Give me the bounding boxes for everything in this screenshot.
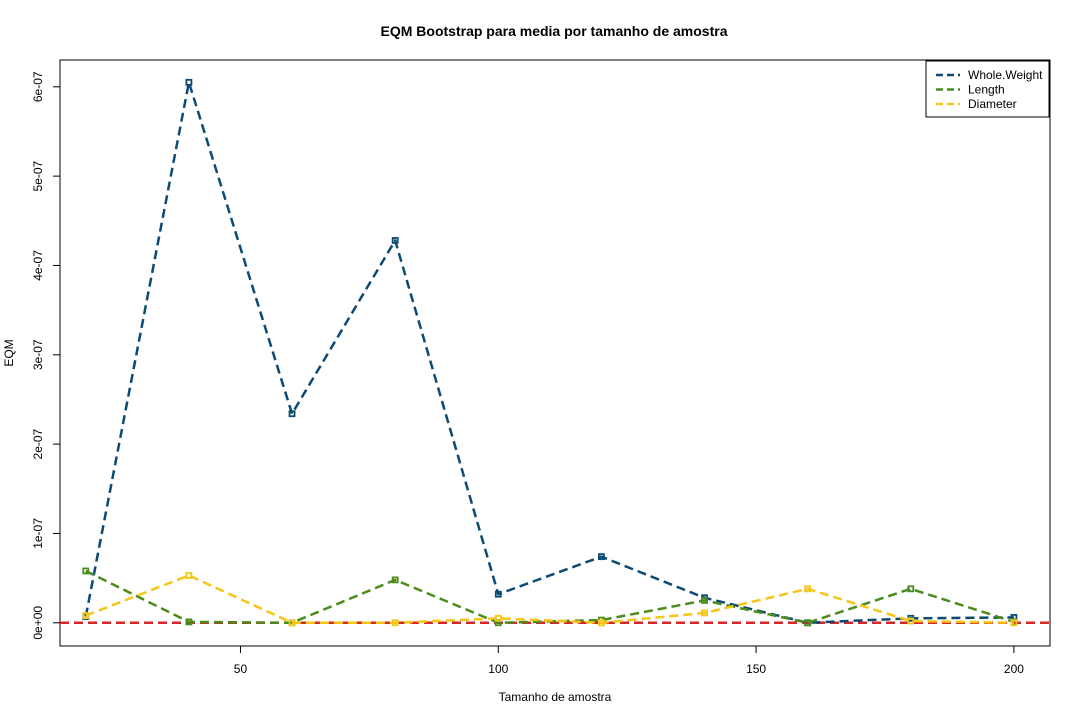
data-point — [804, 585, 812, 593]
y-axis-label: EQM — [2, 339, 16, 366]
legend-label: Diameter — [968, 97, 1017, 111]
series-length — [82, 567, 1018, 627]
data-point — [701, 609, 708, 617]
legend-item: Whole.Weight — [936, 68, 1043, 82]
series-layer — [82, 78, 1018, 627]
y-tick-label: 0e+00 — [31, 606, 45, 640]
data-point — [494, 590, 502, 598]
series-diameter — [82, 572, 1018, 627]
legend-label: Whole.Weight — [968, 68, 1043, 82]
legend-item: Diameter — [936, 97, 1017, 111]
x-tick-label: 200 — [1004, 662, 1024, 676]
data-point — [288, 619, 296, 627]
data-point — [1010, 619, 1018, 627]
data-point — [185, 572, 193, 579]
series-whole-weight — [82, 78, 1018, 627]
y-tick-label: 4e-07 — [31, 250, 45, 281]
plot-frame — [59, 59, 1051, 647]
y-tick-label: 6e-07 — [31, 71, 45, 102]
y-tick-label: 1e-07 — [31, 518, 45, 549]
data-point — [185, 78, 193, 86]
x-axis-label: Tamanho de amostra — [499, 690, 612, 704]
y-axis: 0e+00 1e-07 2e-07 3e-07 4e-07 5e-07 6e-07 — [31, 71, 60, 640]
x-tick-label: 150 — [746, 662, 766, 676]
data-point — [907, 617, 915, 625]
data-point — [494, 614, 502, 622]
data-point — [391, 619, 399, 627]
x-axis: 50 100 150 200 — [234, 646, 1024, 676]
data-point — [391, 237, 399, 244]
data-point — [598, 619, 605, 627]
data-point — [907, 585, 915, 593]
series-line — [85, 569, 1015, 625]
y-tick-label: 3e-07 — [31, 339, 45, 370]
legend-item: Length — [936, 83, 1005, 97]
series-line — [84, 81, 1014, 625]
data-point — [82, 567, 90, 575]
data-point — [82, 612, 90, 620]
chart-title: EQM Bootstrap para media por tamanho de … — [381, 23, 728, 39]
y-tick-label: 2e-07 — [31, 428, 45, 459]
data-point — [598, 553, 605, 561]
legend-label: Length — [968, 83, 1005, 97]
data-point — [185, 618, 193, 626]
data-point — [804, 619, 812, 627]
x-tick-label: 50 — [234, 662, 248, 676]
x-tick-label: 100 — [488, 662, 508, 676]
data-point — [288, 410, 296, 418]
data-point — [701, 597, 708, 604]
series-line — [85, 574, 1014, 625]
y-tick-label: 5e-07 — [31, 160, 45, 191]
legend-box — [925, 60, 1050, 118]
data-point — [391, 576, 399, 584]
